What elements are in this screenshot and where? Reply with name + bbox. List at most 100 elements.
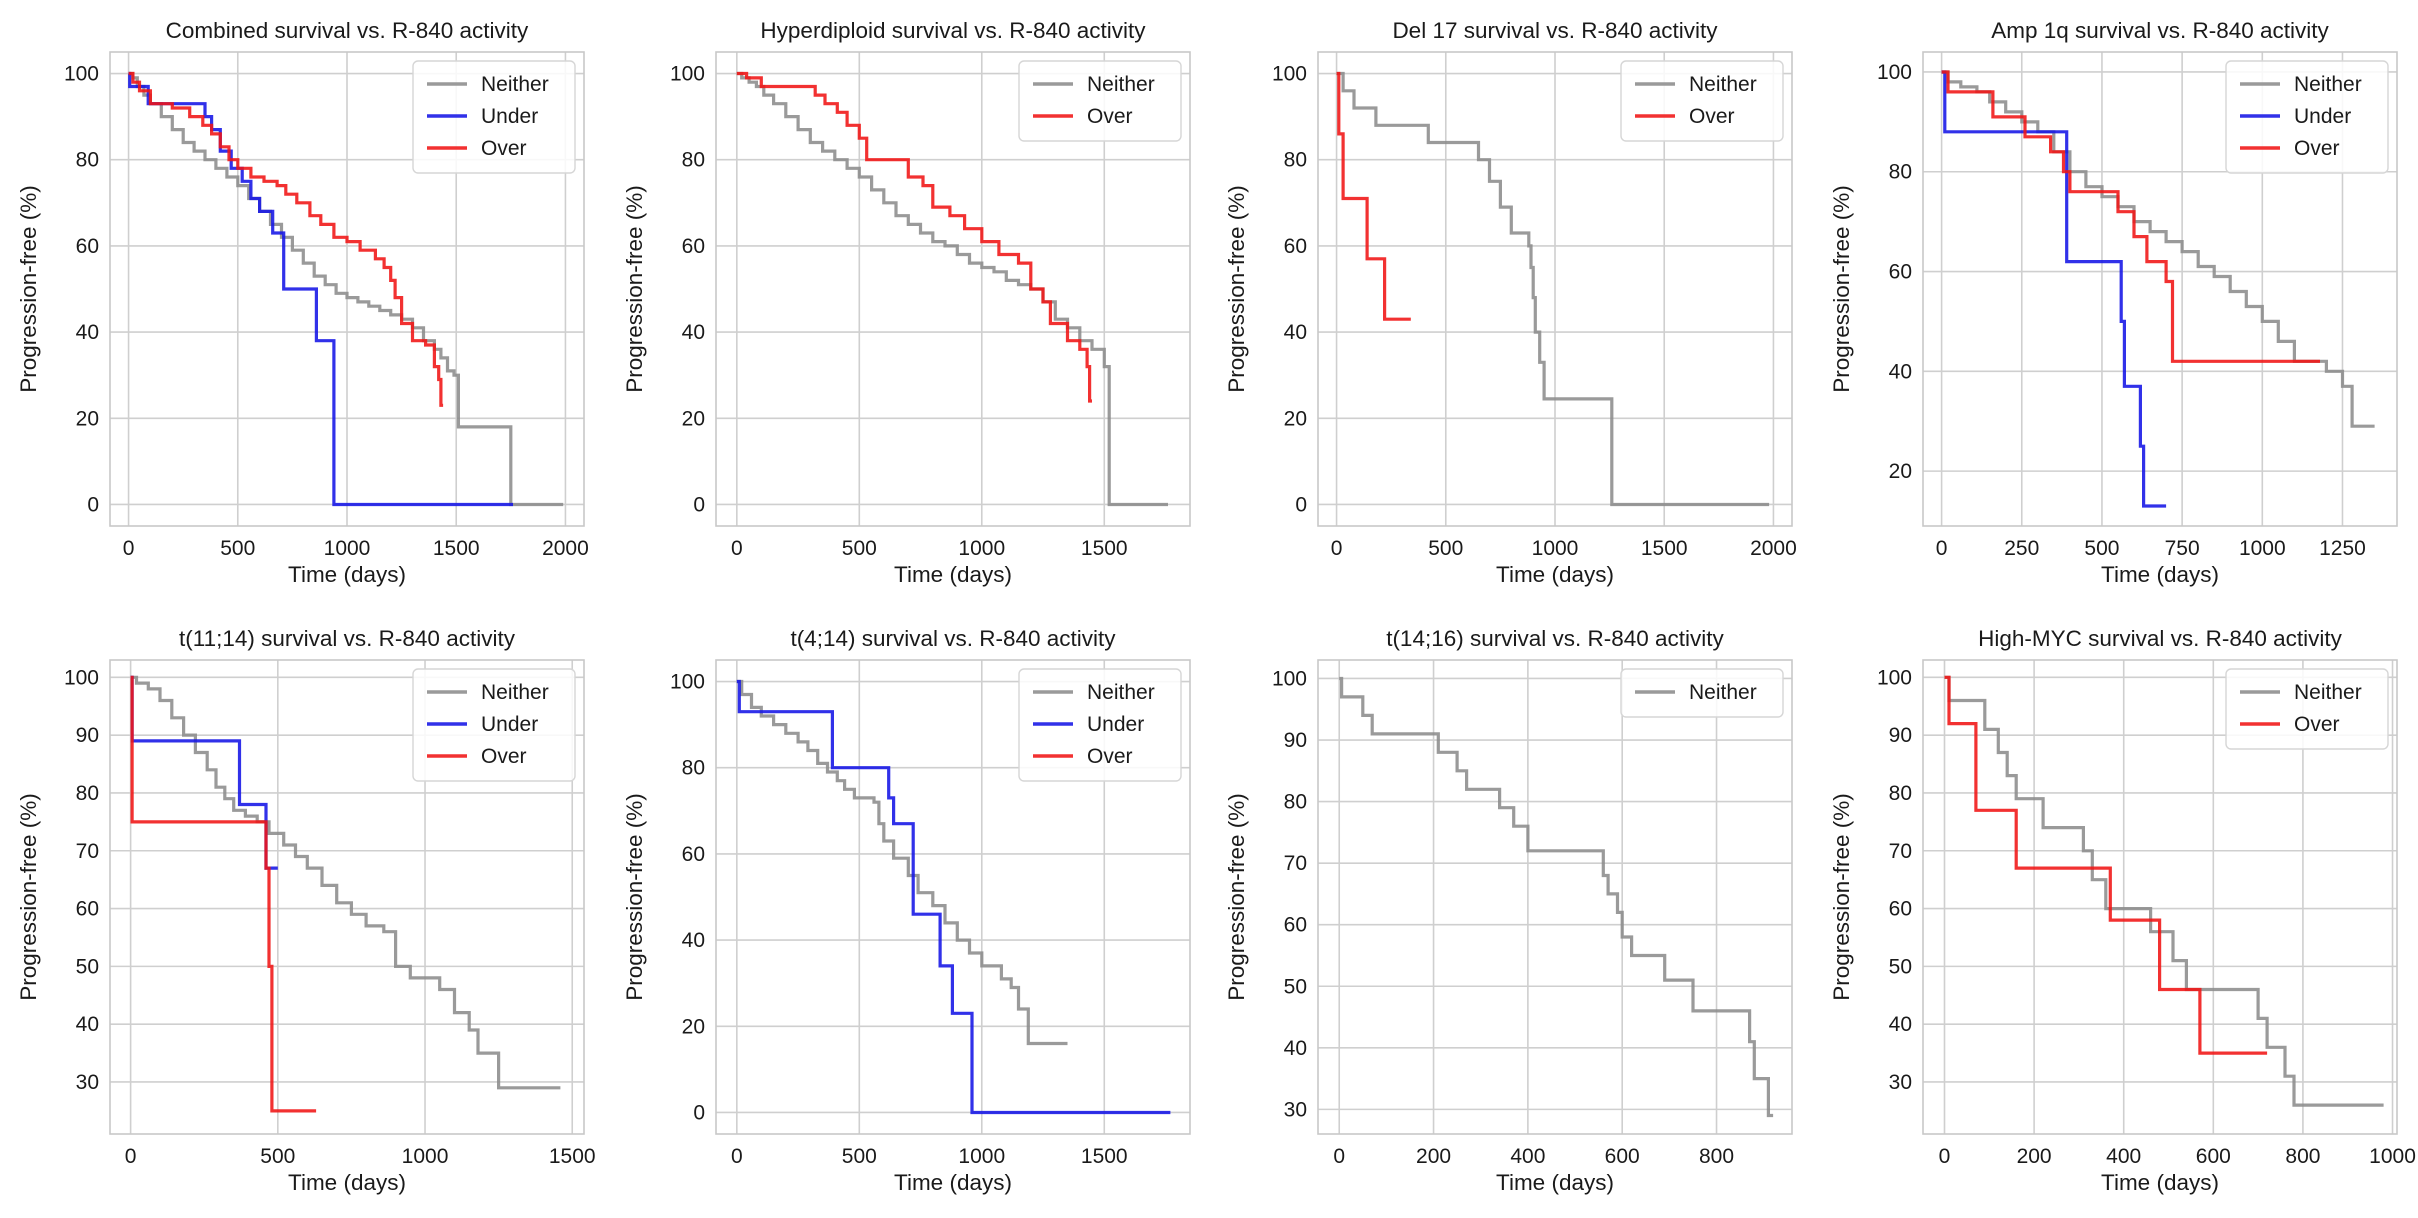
- y-tick-label: 80: [76, 782, 99, 805]
- legend: [2225, 60, 2389, 174]
- x-tick-label: 1000: [958, 537, 1005, 560]
- y-axis-label: Progression-free (%): [1829, 793, 1854, 1001]
- series-line-over: [1336, 71, 1411, 321]
- x-tick-label: 500: [1428, 537, 1463, 560]
- series-line-neither: [1944, 675, 2384, 1107]
- x-axis-label: Time (days): [2101, 562, 2219, 587]
- x-axis-label: Time (days): [1496, 562, 1614, 587]
- legend: [1018, 668, 1182, 782]
- legend: [1620, 60, 1784, 142]
- chart-title: High-MYC survival vs. R-840 activity: [1978, 626, 2343, 651]
- y-tick-label: 60: [682, 235, 705, 258]
- x-tick-label: 1000: [324, 537, 371, 560]
- y-tick-label: 80: [76, 149, 99, 172]
- y-tick-label: 20: [1889, 460, 1912, 483]
- x-tick-label: 500: [842, 1145, 877, 1168]
- chart-panel: 0 500 1000 1500 0 20 40 60 80 100 Hyperdiploid sur…: [622, 18, 1191, 587]
- y-tick-label: 60: [76, 898, 99, 921]
- y-tick-label: 40: [1284, 321, 1307, 344]
- chart-panel: 0 500 1000 1500 2000 0 20 40 60 80 100 Del 17 survi…: [1224, 18, 1797, 587]
- chart-panel: 0 200 400 600 800 1000 30 40 50 60 70 80 90 100 High-M…: [1829, 626, 2416, 1195]
- x-tick-label: 0: [1939, 1145, 1951, 1168]
- series-line-neither: [1941, 70, 2375, 428]
- y-tick-label: 80: [1889, 161, 1912, 184]
- chart-title: Amp 1q survival vs. R-840 activity: [1991, 18, 2329, 43]
- series-line-over: [1944, 675, 2268, 1055]
- y-tick-label: 60: [76, 235, 99, 258]
- x-tick-label: 750: [2165, 537, 2200, 560]
- x-tick-label: 500: [220, 537, 255, 560]
- y-tick-label: 90: [1889, 724, 1912, 747]
- x-tick-label: 600: [1605, 1145, 1640, 1168]
- x-tick-label: 1000: [2369, 1145, 2416, 1168]
- y-tick-label: 50: [76, 955, 99, 978]
- legend-label: Under: [481, 105, 538, 128]
- plot-frame: [715, 51, 1191, 527]
- chart-title: Del 17 survival vs. R-840 activity: [1392, 18, 1718, 43]
- chart-panel: 0 200 400 600 800 30 40 50 60 70 80 90 100 t(14;16) s…: [1224, 626, 1793, 1195]
- x-tick-label: 0: [731, 1145, 743, 1168]
- series-line-under: [128, 71, 513, 507]
- x-axis-label: Time (days): [894, 562, 1012, 587]
- y-tick-label: 0: [87, 493, 99, 516]
- series-line-over: [130, 675, 317, 1113]
- y-axis-label: Progression-free (%): [16, 793, 41, 1001]
- y-tick-label: 60: [1284, 914, 1307, 937]
- y-tick-label: 80: [682, 149, 705, 172]
- y-tick-label: 20: [76, 407, 99, 430]
- x-tick-label: 500: [260, 1145, 295, 1168]
- y-tick-label: 40: [76, 1013, 99, 1036]
- x-tick-label: 0: [123, 537, 135, 560]
- x-tick-label: 0: [125, 1145, 137, 1168]
- series-line-over: [1941, 70, 2320, 363]
- series-line-neither: [130, 675, 561, 1090]
- legend-label: Over: [1087, 745, 1133, 768]
- legend-label: Neither: [1689, 73, 1757, 96]
- chart-title: t(4;14) survival vs. R-840 activity: [790, 626, 1116, 651]
- legend-label: Neither: [2294, 73, 2362, 96]
- y-tick-label: 80: [1284, 149, 1307, 172]
- legend-label: Neither: [1689, 681, 1757, 704]
- y-tick-label: 100: [1877, 61, 1912, 84]
- y-axis-label: Progression-free (%): [1829, 185, 1854, 393]
- y-tick-label: 100: [64, 666, 99, 689]
- chart-title: t(14;16) survival vs. R-840 activity: [1386, 626, 1724, 651]
- y-tick-label: 30: [1889, 1071, 1912, 1094]
- x-tick-label: 1500: [549, 1145, 596, 1168]
- y-tick-label: 80: [1889, 782, 1912, 805]
- y-tick-label: 20: [682, 407, 705, 430]
- x-axis-label: Time (days): [288, 562, 406, 587]
- y-tick-label: 30: [1284, 1098, 1307, 1121]
- x-tick-label: 1000: [1532, 537, 1579, 560]
- y-tick-label: 30: [76, 1071, 99, 1094]
- y-tick-label: 90: [1284, 729, 1307, 752]
- legend: [1018, 60, 1182, 142]
- x-axis-label: Time (days): [894, 1170, 1012, 1195]
- y-tick-label: 60: [1284, 235, 1307, 258]
- y-tick-label: 40: [682, 321, 705, 344]
- y-tick-label: 70: [1284, 852, 1307, 875]
- x-tick-label: 800: [1699, 1145, 1734, 1168]
- y-axis-label: Progression-free (%): [1224, 793, 1249, 1001]
- chart-panel: 0 250 500 750 1000 1250 20 40 60 80 100 Amp 1q surv…: [1829, 18, 2398, 587]
- y-tick-label: 100: [1272, 63, 1307, 86]
- x-tick-label: 400: [1510, 1145, 1545, 1168]
- series-line-neither: [736, 679, 1068, 1046]
- y-tick-label: 50: [1889, 955, 1912, 978]
- x-tick-label: 1500: [433, 537, 480, 560]
- x-tick-label: 0: [1331, 537, 1343, 560]
- y-tick-label: 60: [1889, 261, 1912, 284]
- y-axis-label: Progression-free (%): [16, 185, 41, 393]
- x-tick-label: 500: [842, 537, 877, 560]
- legend: [412, 668, 576, 782]
- plot-frame: [715, 659, 1191, 1135]
- y-tick-label: 100: [1877, 666, 1912, 689]
- y-tick-label: 40: [682, 929, 705, 952]
- series-line-neither: [1336, 71, 1770, 507]
- y-tick-label: 70: [1889, 840, 1912, 863]
- y-tick-label: 100: [670, 671, 705, 694]
- x-tick-label: 500: [2084, 537, 2119, 560]
- x-tick-label: 400: [2106, 1145, 2141, 1168]
- y-tick-label: 100: [670, 63, 705, 86]
- plot-frame: [109, 51, 585, 527]
